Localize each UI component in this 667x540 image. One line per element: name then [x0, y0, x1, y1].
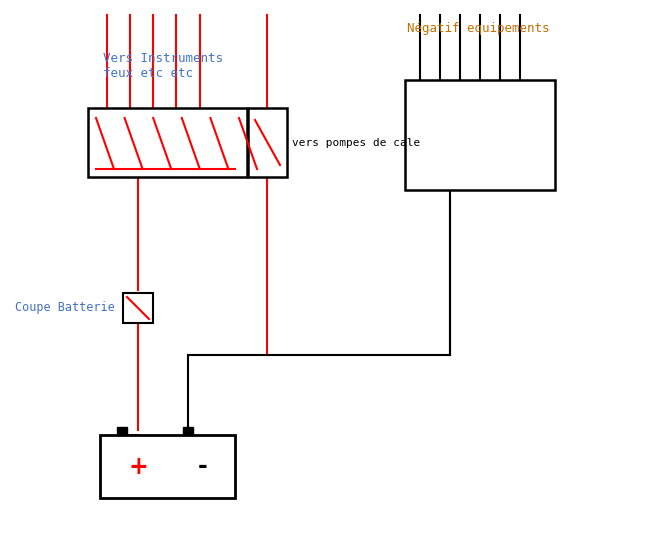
Text: Coupe Batterie: Coupe Batterie [15, 301, 115, 314]
Bar [123, 293, 153, 323]
Bar [88, 108, 247, 177]
Text: -: - [198, 455, 208, 478]
Bar [183, 427, 193, 435]
Text: +: + [128, 455, 148, 478]
Bar [117, 427, 127, 435]
Bar [100, 435, 235, 498]
Text: Négatif equipements: Négatif equipements [407, 22, 550, 35]
Bar [248, 108, 287, 177]
Text: Vers Instruments
feux etc etc: Vers Instruments feux etc etc [103, 52, 223, 80]
Text: vers pompes de cale: vers pompes de cale [292, 138, 420, 148]
Bar [405, 80, 555, 190]
